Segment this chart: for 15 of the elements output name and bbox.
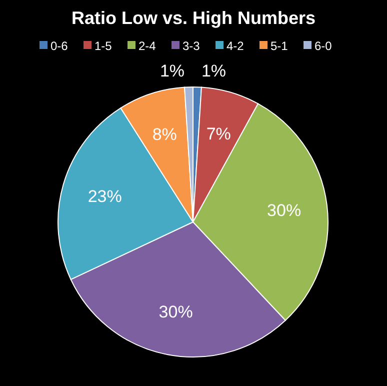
legend-label: 4-2: [226, 39, 244, 53]
data-label: 23%: [88, 186, 122, 206]
data-label: 30%: [267, 200, 302, 220]
data-label: 1%: [201, 62, 226, 81]
chart-title: Ratio Low vs. High Numbers: [71, 8, 316, 28]
legend-label: 3-3: [182, 39, 200, 53]
data-label: 7%: [206, 124, 231, 144]
legend-label: 2-4: [138, 39, 156, 53]
legend-label: 5-1: [270, 39, 288, 53]
legend-label: 6-0: [314, 39, 332, 53]
legend-label: 0-6: [50, 39, 68, 53]
data-label: 30%: [158, 302, 193, 322]
data-label: 8%: [152, 125, 177, 144]
data-label: 1%: [160, 62, 185, 81]
legend-label: 1-5: [94, 39, 112, 53]
